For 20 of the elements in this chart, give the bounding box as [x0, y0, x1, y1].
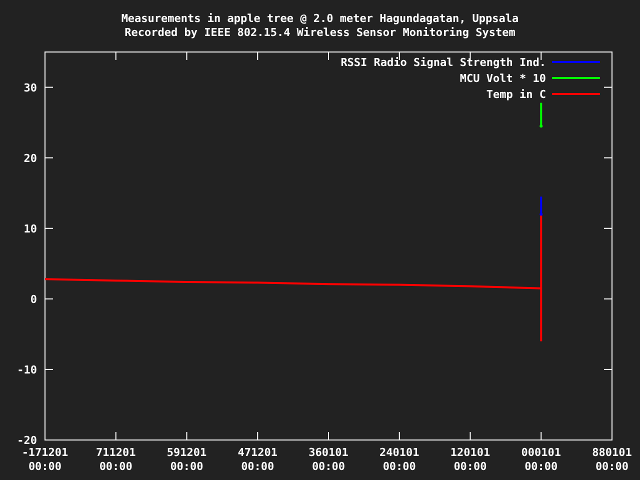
x-tick-label: 471201 00:00: [238, 446, 278, 473]
x-tick-label: 000101 00:00: [521, 446, 562, 473]
x-tick-label: 880101 00:00: [592, 446, 632, 473]
legend-label: MCU Volt * 10: [460, 72, 546, 85]
x-tick-label: -171201 00:00: [22, 446, 69, 473]
chart-subtitle: Recorded by IEEE 802.15.4 Wireless Sensor Monitoring System: [124, 26, 516, 39]
chart-title: Measurements in apple tree @ 2.0 meter Hagundagatan, Uppsala: [121, 12, 519, 25]
y-tick-label: 20: [24, 152, 37, 165]
y-tick-label: -10: [17, 363, 37, 376]
y-tick-label: 0: [30, 292, 37, 306]
legend-label: RSSI Radio Signal Strength Ind.: [340, 56, 546, 69]
x-tick-label: 711201 00:00: [96, 446, 136, 473]
x-tick-label: 240101 00:00: [380, 446, 420, 473]
y-tick-label: -20: [17, 434, 37, 447]
y-tick-label: 10: [24, 222, 37, 236]
legend-label: Temp in C: [486, 88, 546, 101]
x-tick-label: 120101 00:00: [450, 446, 490, 473]
x-tick-label: 591201 00:00: [166, 446, 207, 473]
y-tick-label: 30: [24, 81, 37, 94]
x-tick-label: 360101 00:00: [308, 446, 349, 473]
